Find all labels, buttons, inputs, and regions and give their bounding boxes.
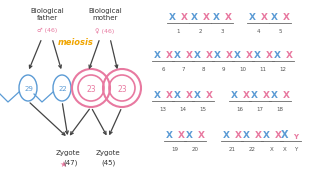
Text: 9: 9 bbox=[221, 67, 225, 72]
Text: X: X bbox=[285, 51, 292, 60]
Text: 4: 4 bbox=[256, 29, 260, 34]
Text: X: X bbox=[154, 91, 161, 100]
Text: X: X bbox=[194, 51, 201, 60]
Text: X: X bbox=[173, 51, 180, 60]
Text: 19: 19 bbox=[172, 147, 179, 152]
Text: X: X bbox=[283, 91, 290, 100]
Text: Y: Y bbox=[293, 134, 299, 140]
Text: X: X bbox=[274, 51, 281, 60]
Text: X: X bbox=[169, 13, 175, 22]
Text: X: X bbox=[173, 91, 180, 100]
Text: 15: 15 bbox=[199, 107, 206, 112]
Text: X: X bbox=[165, 91, 172, 100]
Text: X: X bbox=[262, 91, 269, 100]
Text: X: X bbox=[262, 131, 269, 140]
Text: 8: 8 bbox=[201, 67, 205, 72]
Text: (45): (45) bbox=[101, 160, 115, 167]
Text: 7: 7 bbox=[181, 67, 185, 72]
Text: X: X bbox=[213, 51, 220, 60]
Text: 16: 16 bbox=[236, 107, 244, 112]
Text: 13: 13 bbox=[159, 107, 166, 112]
Text: X: X bbox=[186, 131, 193, 140]
Text: Zygote: Zygote bbox=[56, 150, 80, 156]
Text: X: X bbox=[230, 91, 237, 100]
Text: X: X bbox=[283, 13, 290, 22]
Text: X: X bbox=[235, 131, 242, 140]
Text: X: X bbox=[253, 51, 260, 60]
Text: X: X bbox=[225, 13, 231, 22]
Text: Biological
father: Biological father bbox=[30, 8, 64, 21]
Text: X: X bbox=[165, 51, 172, 60]
Text: X: X bbox=[270, 13, 277, 22]
Text: X: X bbox=[197, 131, 204, 140]
Text: X: X bbox=[205, 51, 212, 60]
Text: 18: 18 bbox=[276, 107, 284, 112]
Text: X: X bbox=[249, 13, 255, 22]
Text: X: X bbox=[243, 131, 250, 140]
Text: 14: 14 bbox=[180, 107, 187, 112]
Text: 6: 6 bbox=[161, 67, 165, 72]
Text: 2: 2 bbox=[198, 29, 202, 34]
Text: X: X bbox=[254, 131, 261, 140]
Text: 29: 29 bbox=[25, 86, 33, 92]
Text: meiosis: meiosis bbox=[58, 38, 94, 47]
Text: 23: 23 bbox=[86, 84, 96, 93]
Text: 21: 21 bbox=[228, 147, 236, 152]
Text: X: X bbox=[283, 147, 287, 152]
Text: ♂ (46): ♂ (46) bbox=[37, 28, 57, 33]
Text: 20: 20 bbox=[191, 147, 198, 152]
Text: 22: 22 bbox=[249, 147, 255, 152]
Text: X: X bbox=[281, 130, 289, 140]
Text: X: X bbox=[234, 51, 241, 60]
Text: X: X bbox=[226, 51, 233, 60]
Text: X: X bbox=[205, 91, 212, 100]
Text: X: X bbox=[275, 131, 282, 140]
Text: X: X bbox=[186, 51, 193, 60]
Text: 10: 10 bbox=[239, 67, 246, 72]
Text: Biological
mother: Biological mother bbox=[88, 8, 122, 21]
Text: X: X bbox=[260, 13, 268, 22]
Text: X: X bbox=[270, 91, 277, 100]
Text: X: X bbox=[165, 131, 172, 140]
Text: X: X bbox=[243, 91, 250, 100]
Text: X: X bbox=[212, 13, 220, 22]
Text: X: X bbox=[190, 13, 197, 22]
Text: X: X bbox=[154, 51, 161, 60]
Text: 1: 1 bbox=[176, 29, 180, 34]
Text: X: X bbox=[180, 13, 188, 22]
Text: X: X bbox=[270, 147, 274, 152]
Text: X: X bbox=[186, 91, 193, 100]
Text: ♀ (46): ♀ (46) bbox=[95, 28, 115, 34]
Text: X: X bbox=[266, 51, 273, 60]
Text: Y: Y bbox=[294, 147, 298, 152]
Text: X: X bbox=[203, 13, 210, 22]
Text: 17: 17 bbox=[257, 107, 263, 112]
Text: 5: 5 bbox=[278, 29, 282, 34]
Text: Zygote: Zygote bbox=[96, 150, 120, 156]
Text: 3: 3 bbox=[220, 29, 224, 34]
Text: ★: ★ bbox=[59, 160, 67, 169]
Text: 11: 11 bbox=[260, 67, 267, 72]
Text: X: X bbox=[245, 51, 252, 60]
Text: X: X bbox=[178, 131, 185, 140]
Text: (47): (47) bbox=[64, 160, 78, 167]
Text: X: X bbox=[194, 91, 201, 100]
Text: 12: 12 bbox=[279, 67, 286, 72]
Text: X: X bbox=[251, 91, 258, 100]
Text: 22: 22 bbox=[59, 86, 68, 92]
Text: X: X bbox=[222, 131, 229, 140]
Text: 23: 23 bbox=[117, 84, 127, 93]
